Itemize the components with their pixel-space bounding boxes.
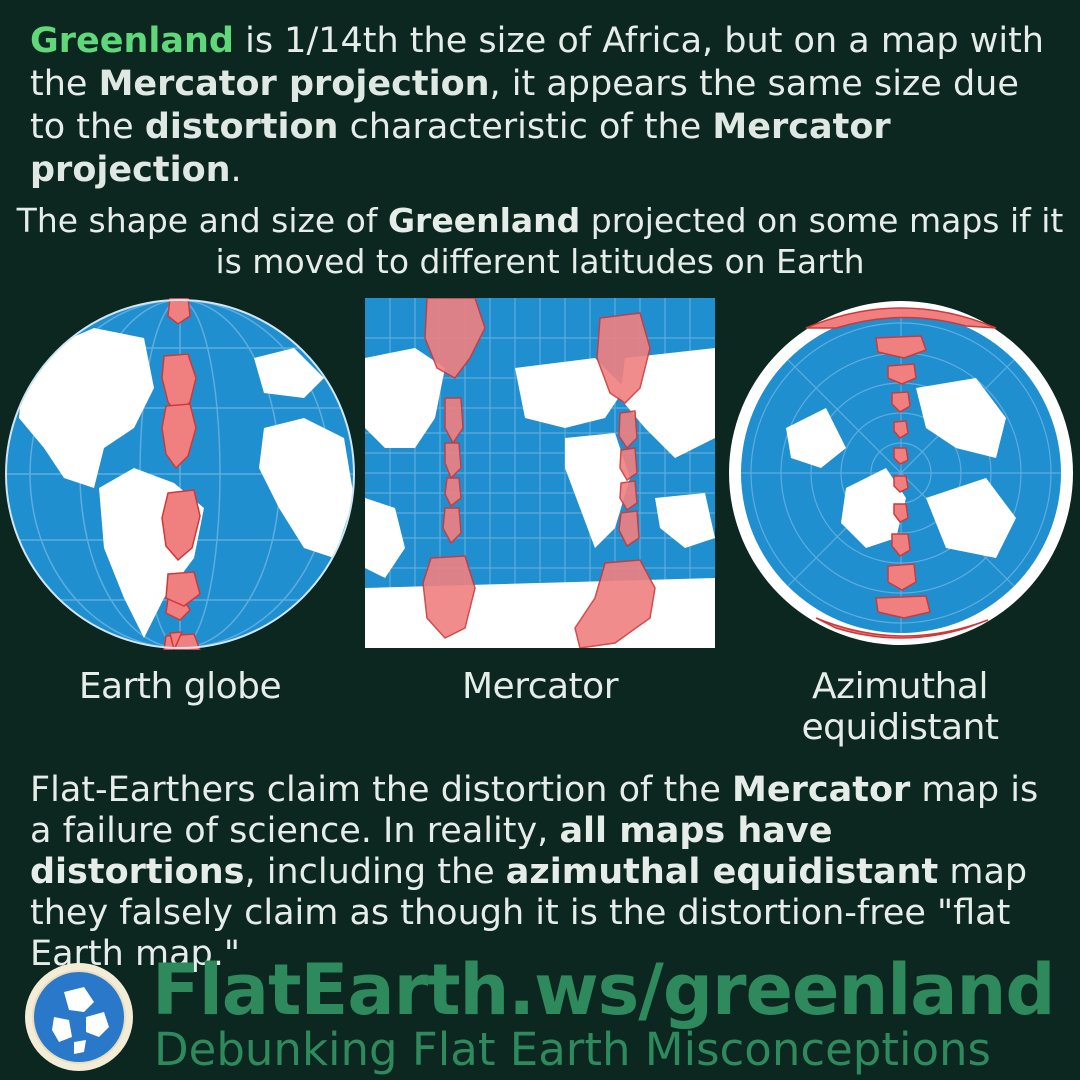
maps-subtitle: The shape and size of Greenland projecte…	[0, 200, 1080, 282]
azimuthal-label: Azimuthal equidistant	[801, 666, 999, 748]
claim-all-maps: all maps have distortions	[30, 811, 833, 892]
claim-text-1: Flat-Earthers claim the distortion of th…	[30, 770, 733, 810]
intro-text-4: .	[230, 150, 242, 190]
earth-globe-label: Earth globe	[78, 666, 282, 707]
globe-land	[19, 328, 354, 638]
subtitle-greenland: Greenland	[387, 201, 581, 240]
azimuthal-greenland-overlays	[805, 307, 997, 639]
intro-text-1: is 1/14th the size of Africa, but on a m…	[30, 21, 1044, 104]
intro-paragraph: Greenland is 1/14th the size of Africa, …	[30, 20, 1060, 192]
claim-azimuthal: azimuthal equidistant	[505, 852, 939, 892]
azimuthal-land	[786, 378, 1016, 558]
flatearth-logo	[25, 963, 133, 1071]
intro-text-2: , it appears the same size due to the	[30, 64, 1019, 147]
subtitle-text-1: The shape and size of	[16, 201, 388, 240]
claim-text-4: map they falsely claim as though it is t…	[30, 852, 1028, 974]
intro-mercator-1: Mercator projection	[98, 64, 490, 104]
footer-url[interactable]: FlatEarth.ws/greenland	[152, 949, 1055, 1031]
intro-mercator-2: Mercator projection	[30, 107, 891, 190]
intro-text-3: characteristic of the	[338, 107, 713, 147]
intro-distortion: distortion	[144, 107, 339, 147]
azimuthal-equidistant-map	[729, 301, 1073, 645]
mercator-greenland-overlays	[422, 298, 656, 648]
claim-text-3: , including the	[244, 852, 506, 892]
claim-mercator: Mercator	[732, 770, 911, 810]
intro-greenland: Greenland	[30, 21, 234, 61]
subtitle-text-2: projected on some maps if it is moved to…	[215, 201, 1064, 281]
footer-tagline: Debunking Flat Earth Misconceptions	[154, 1023, 991, 1076]
claim-paragraph: Flat-Earthers claim the distortion of th…	[30, 770, 1060, 975]
claim-text-2: map is a failure of science. In reality,	[30, 770, 1039, 851]
mercator-label: Mercator	[461, 666, 619, 707]
mercator-map	[365, 298, 715, 648]
earth-globe-map	[5, 298, 355, 650]
globe-greenland-overlays	[161, 298, 201, 650]
